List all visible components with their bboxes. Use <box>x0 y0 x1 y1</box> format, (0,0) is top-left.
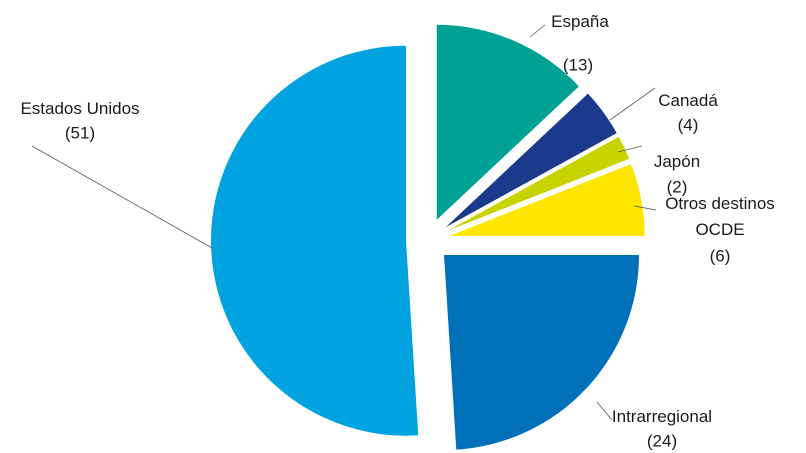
pie-slice <box>444 255 640 450</box>
leader-line <box>596 401 613 421</box>
pie-slice <box>445 93 617 228</box>
value-label: (4) <box>678 115 699 134</box>
slice-label: Otros destinos OCDE <box>665 194 775 239</box>
label-box: Otros destinos OCDE <box>665 194 775 239</box>
value-label: (51) <box>65 123 95 142</box>
pie-slice <box>436 24 579 220</box>
value-label: (2) <box>667 177 688 196</box>
slice-label: Japón <box>653 152 701 171</box>
slice-label: Estados Unidos <box>20 99 140 118</box>
label-box: Canadá <box>658 91 718 110</box>
pie-slice <box>449 164 645 236</box>
slice-label: Intrarregional <box>611 407 713 426</box>
label-box: España <box>551 12 609 31</box>
label-box: Intrarregional <box>611 407 713 426</box>
leader-line <box>529 24 546 38</box>
value-label: (24) <box>647 431 677 450</box>
pie-slice <box>447 136 630 231</box>
pie-slice <box>211 45 419 436</box>
leader-line <box>633 205 657 211</box>
value-label: (6) <box>710 246 731 265</box>
slice-label: Canadá <box>658 91 718 110</box>
label-box: Estados Unidos <box>20 99 140 118</box>
value-label: (13) <box>563 55 593 74</box>
leader-line <box>609 87 656 121</box>
leader-line <box>31 145 213 249</box>
label-box: Japón <box>653 152 701 171</box>
leader-line <box>617 145 643 153</box>
slice-label: España <box>551 12 609 31</box>
